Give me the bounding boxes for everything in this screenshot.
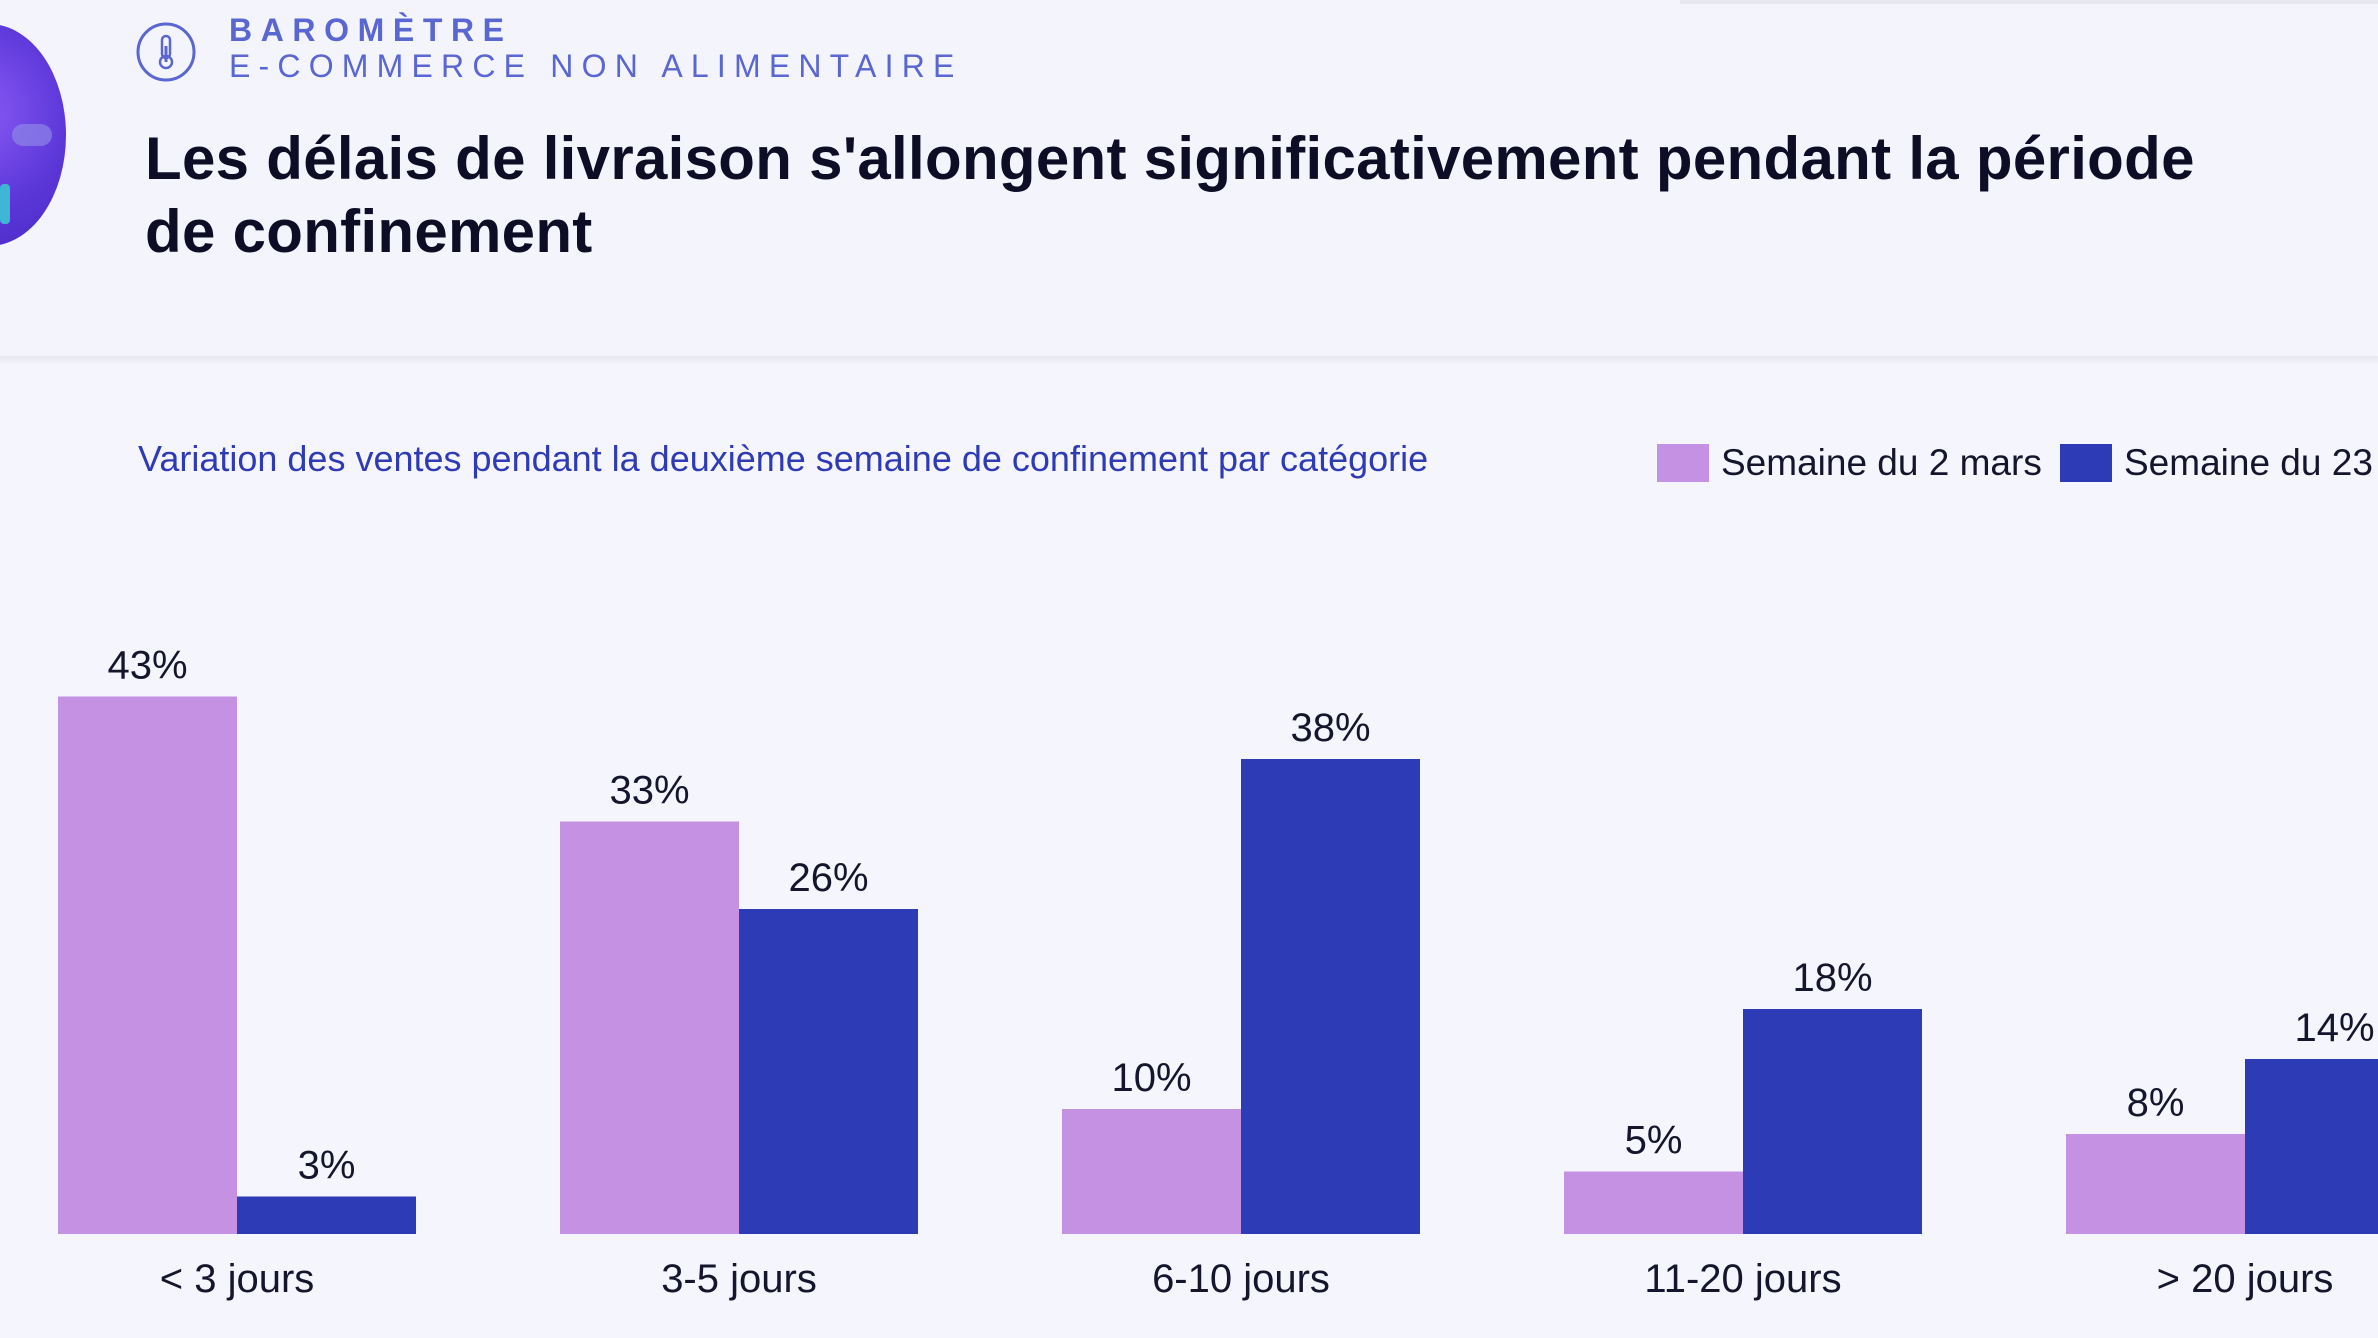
category-label-0: < 3 jours: [160, 1257, 315, 1301]
person-figure-icon: [0, 184, 10, 224]
brand-title: BAROMÈTRE: [229, 12, 513, 48]
chart-title: Variation des ventes pendant la deuxième…: [138, 438, 1429, 479]
bar-series-2-3: [1743, 1009, 1922, 1234]
bar-series-2-4: [2245, 1059, 2378, 1234]
bar-series-1-1: [560, 821, 739, 1234]
data-label-series-1-2: 10%: [1111, 1056, 1191, 1100]
legend-label-series-1: Semaine du 2 mars: [1721, 442, 2042, 483]
brand-subtitle: E-COMMERCE NON ALIMENTAIRE: [229, 48, 963, 84]
thermometer-icon: [136, 22, 196, 82]
bar-series-2-0: [237, 1196, 416, 1234]
header-band: [0, 0, 2378, 360]
data-label-series-1-4: 8%: [2127, 1081, 2185, 1125]
legend-label-series-2: Semaine du 23: [2124, 442, 2373, 483]
bar-series-1-2: [1062, 1109, 1241, 1234]
bar-series-1-3: [1564, 1171, 1743, 1234]
header-divider: [0, 356, 2378, 366]
top-edge-line: [1680, 0, 2378, 4]
legend-swatch-series-2: [2060, 444, 2112, 482]
data-label-series-1-3: 5%: [1625, 1119, 1683, 1163]
bar-series-1-0: [58, 696, 237, 1234]
page-title: Les délais de livraison s'allongent sign…: [145, 125, 2195, 265]
category-label-1: 3-5 jours: [661, 1257, 817, 1301]
data-label-series-2-0: 3%: [298, 1144, 356, 1188]
data-label-series-2-1: 26%: [788, 856, 868, 900]
data-label-series-2-2: 38%: [1290, 706, 1370, 750]
bar-series-2-2: [1241, 759, 1420, 1234]
data-label-series-2-3: 18%: [1792, 956, 1872, 1000]
bar-series-2-1: [739, 909, 918, 1234]
data-label-series-1-1: 33%: [609, 769, 689, 813]
data-label-series-1-0: 43%: [107, 644, 187, 688]
category-label-4: > 20 jours: [2157, 1257, 2334, 1301]
cloud-icon: [12, 124, 52, 146]
category-label-3: 11-20 jours: [1644, 1257, 1841, 1301]
category-label-2: 6-10 jours: [1152, 1257, 1330, 1301]
brand-block: BAROMÈTRE E-COMMERCE NON ALIMENTAIRE: [229, 14, 963, 82]
bar-series-1-4: [2066, 1134, 2245, 1234]
legend-swatch-series-1: [1657, 444, 1709, 482]
data-label-series-2-4: 14%: [2294, 1006, 2374, 1050]
